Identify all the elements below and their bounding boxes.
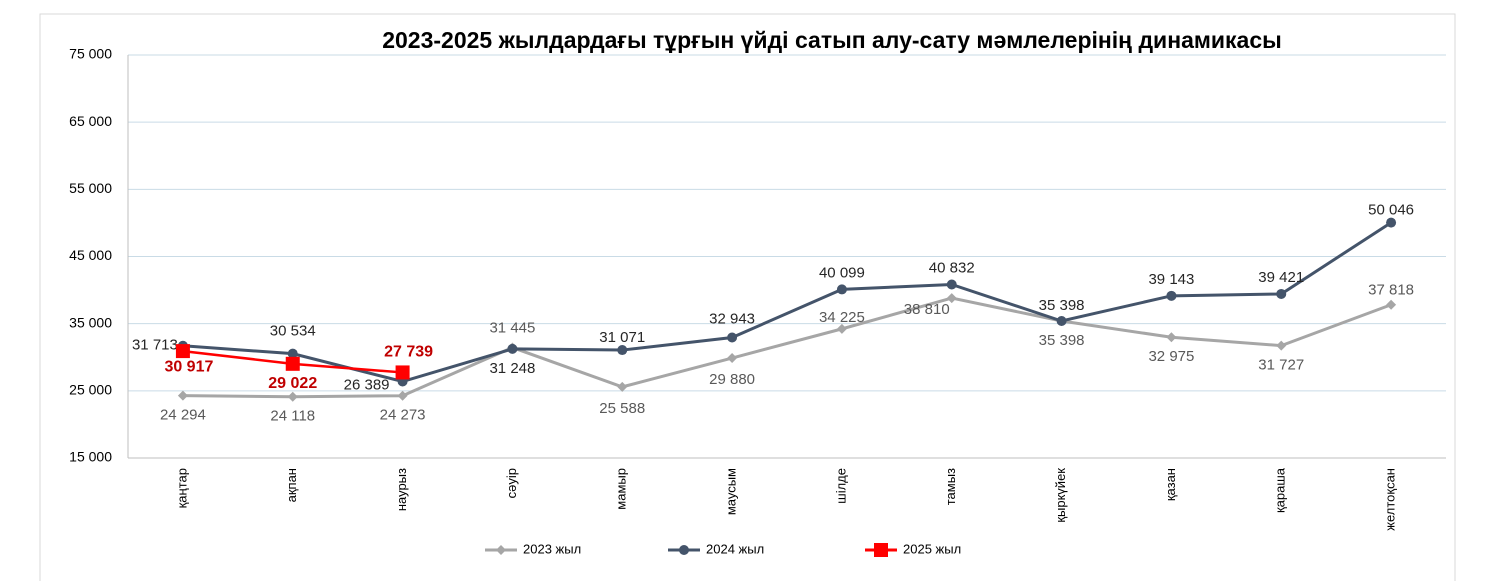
data-label: 24 273 [380,407,426,424]
data-label: 29 022 [268,375,317,392]
marker [175,344,190,359]
x-tick-label: мамыр [614,468,629,510]
data-label: 32 943 [709,310,755,327]
data-label: 32 975 [1148,348,1194,365]
marker [946,279,957,290]
marker [836,323,847,334]
data-label: 25 588 [599,400,645,417]
data-label: 31 445 [489,320,535,337]
legend-label: 2023 жыл [523,541,581,556]
data-label: 27 739 [384,344,433,361]
marker [617,381,628,392]
data-label: 39 421 [1258,269,1304,286]
marker [287,348,298,359]
legend-marker [496,545,506,555]
y-tick-label: 65 000 [69,113,112,129]
y-tick-label: 25 000 [69,382,112,398]
data-label: 34 225 [819,309,865,326]
data-label: 50 046 [1368,202,1414,219]
marker [287,391,298,402]
x-tick-label: желтоқсан [1383,468,1398,531]
data-label: 24 118 [270,408,315,425]
data-label: 38 810 [904,301,950,318]
data-label: 31 248 [489,360,535,377]
data-label: 29 880 [709,371,755,388]
legend-marker [874,543,888,557]
data-label: 31 071 [599,329,645,346]
x-tick-label: қыркүйек [1053,468,1068,523]
marker [507,343,518,354]
x-tick-label: тамыз [943,468,958,505]
legend-label: 2024 жыл [706,541,764,556]
x-tick-label: қаңтар [174,468,189,508]
marker [727,332,738,343]
y-tick-label: 75 000 [69,46,112,62]
data-label: 39 143 [1148,271,1194,288]
x-tick-label: маусым [724,468,739,515]
y-tick-label: 35 000 [69,314,112,330]
x-tick-label: ақпан [284,468,299,502]
data-label: 35 398 [1039,297,1085,314]
marker [285,356,300,371]
data-label: 40 832 [929,259,975,276]
x-tick-label: наурыз [394,468,409,511]
data-label: 30 917 [164,358,213,375]
x-tick-label: қараша [1273,467,1288,513]
data-label: 26 389 [344,376,390,393]
marker [1276,288,1287,299]
marker [1056,315,1067,326]
marker [1386,299,1397,310]
data-label: 40 099 [819,264,865,281]
data-label: 31 713 [132,337,178,354]
marker [946,293,957,304]
legend-label: 2025 жыл [903,541,961,556]
data-label: 24 294 [160,407,206,424]
x-tick-label: шілде [833,468,848,504]
marker [1276,340,1287,351]
data-label: 35 398 [1039,332,1085,349]
y-tick-label: 55 000 [69,180,112,196]
x-tick-label: сәуір [504,468,519,498]
line [182,296,1392,399]
data-label: 30 534 [270,323,316,340]
y-tick-label: 15 000 [69,449,112,465]
marker [1166,290,1177,301]
y-tick-label: 45 000 [69,247,112,263]
marker [1386,217,1397,228]
data-label: 31 727 [1258,357,1304,374]
marker [617,345,628,356]
line [182,221,1392,384]
marker [177,390,188,401]
chart-title: 2023-2025 жылдардағы тұрғын үйді сатып а… [382,27,1282,53]
marker [1166,332,1177,343]
marker [727,353,738,364]
marker [397,390,408,401]
marker [395,365,410,380]
marker [836,284,847,295]
chart-frame [39,13,1456,581]
data-label: 37 818 [1368,282,1414,299]
x-tick-label: қазан [1163,468,1178,501]
legend-marker [679,545,689,555]
